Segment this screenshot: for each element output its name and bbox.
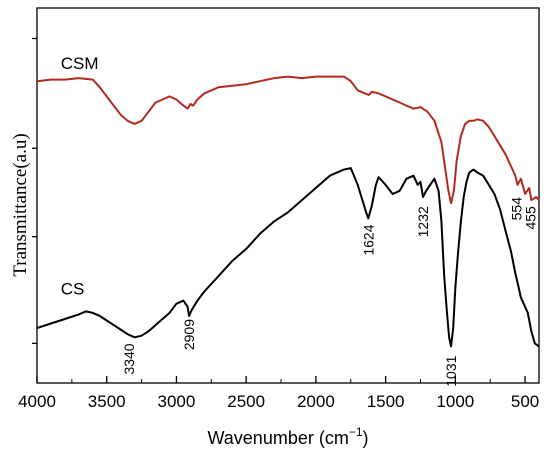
series-line-csm	[36, 75, 540, 205]
x-tick-label: 3500	[88, 392, 126, 411]
series-line-cs	[36, 167, 540, 348]
x-tick-label: 3000	[158, 392, 196, 411]
peak-label: 455	[522, 206, 538, 230]
x-axis-label: Wavenumber (cm−1)	[207, 425, 368, 448]
series-label-cs: CS	[61, 280, 85, 299]
series-group	[36, 75, 540, 348]
series-label-csm: CSM	[61, 54, 99, 73]
x-tick-label: 500	[511, 392, 539, 411]
x-tick-label: 2000	[297, 392, 335, 411]
peak-label: 2909	[181, 319, 197, 350]
plot-frame	[36, 7, 540, 384]
x-tick-label: 4000	[18, 392, 56, 411]
y-axis-label: Transmittance(a.u)	[10, 133, 31, 276]
x-axis-label-main: Wavenumber (cm	[207, 428, 348, 448]
x-axis-label-close: )	[363, 428, 369, 448]
peak-label: 3340	[121, 343, 137, 374]
x-tick-label: 1000	[436, 392, 474, 411]
axes: 4000 3500 3000 2500 2000 1500 1000 500	[18, 7, 540, 411]
peak-label: 1624	[360, 224, 376, 255]
x-tick-label: 2500	[227, 392, 265, 411]
peak-label: 1031	[443, 355, 459, 386]
x-tick-label: 1500	[367, 392, 405, 411]
x-axis-label-sup: −1	[349, 425, 363, 439]
peak-label: 554	[509, 197, 525, 221]
peak-label: 1232	[415, 206, 431, 237]
